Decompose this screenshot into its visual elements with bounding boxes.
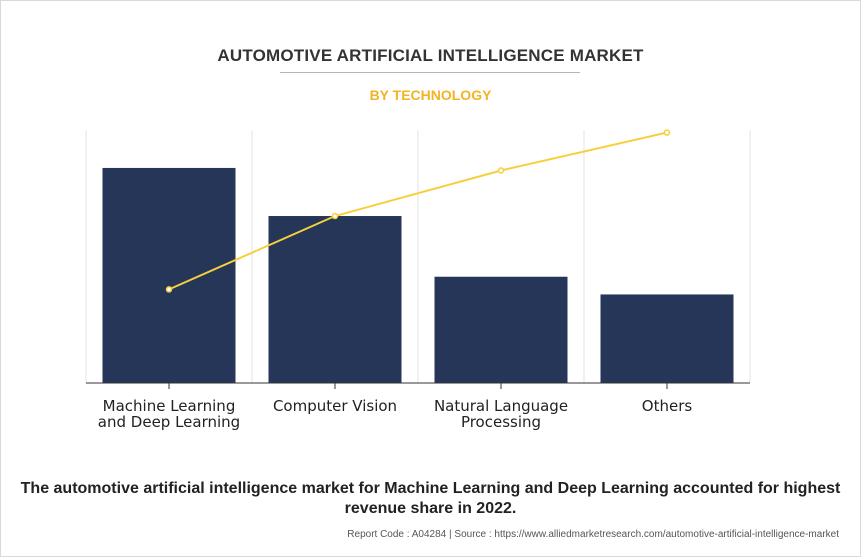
bar-line-chart: Machine Learning and Deep Learning Compute… [85, 129, 751, 431]
trend-point-1 [331, 212, 339, 220]
chart-title: AUTOMOTIVE ARTIFICIAL INTELLIGENCE MARKE… [217, 46, 644, 65]
bar-1 [268, 216, 402, 383]
trend-point-2 [497, 167, 505, 174]
bar-3 [600, 294, 734, 383]
trend-line [168, 131, 668, 291]
bar-0 [102, 167, 236, 383]
title-divider [280, 72, 580, 73]
bar-2 [434, 276, 568, 383]
source-footer: Report Code : A04284 | Source : https://… [347, 529, 839, 540]
chart-caption: The automotive artificial intelligence m… [20, 480, 841, 517]
category-label-2: Natural Language Processing [434, 397, 568, 431]
category-label-1: Computer Vision [273, 397, 397, 415]
category-label-0: Machine Learning and Deep Learning [98, 397, 240, 431]
chart-subtitle: BY TECHNOLOGY [369, 87, 492, 103]
trend-point-3 [663, 129, 671, 136]
trend-point-0 [165, 286, 173, 293]
category-label-3: Others [642, 397, 693, 415]
